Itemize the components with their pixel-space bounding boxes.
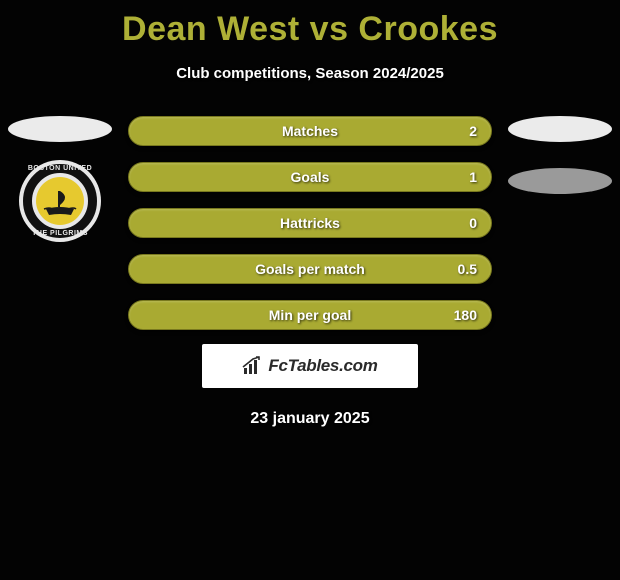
date-text: 23 january 2025 xyxy=(0,410,620,428)
club-badge: BOSTON UNITED THE PILGRIMS xyxy=(19,160,101,242)
stat-bar-hattricks: Hattricks 0 xyxy=(128,208,492,238)
right-column xyxy=(506,116,614,194)
stat-value: 180 xyxy=(454,307,477,323)
right-placeholder-ellipse-2 xyxy=(508,168,612,194)
subtitle: Club competitions, Season 2024/2025 xyxy=(0,65,620,82)
stat-value: 0.5 xyxy=(458,261,477,277)
stat-bar-matches: Matches 2 xyxy=(128,116,492,146)
stat-bar-goals: Goals 1 xyxy=(128,162,492,192)
stat-label: Goals per match xyxy=(255,261,365,277)
badge-inner xyxy=(36,177,84,225)
ship-icon xyxy=(40,181,80,221)
stat-bar-goals-per-match: Goals per match 0.5 xyxy=(128,254,492,284)
stat-value: 1 xyxy=(469,169,477,185)
stat-value: 0 xyxy=(469,215,477,231)
left-placeholder-ellipse xyxy=(8,116,112,142)
stat-label: Matches xyxy=(282,123,338,139)
logo-text: FcTables.com xyxy=(268,356,377,376)
badge-text-bottom: THE PILGRIMS xyxy=(19,230,101,237)
stat-value: 2 xyxy=(469,123,477,139)
page-title: Dean West vs Crookes xyxy=(0,0,620,49)
chart-icon xyxy=(242,356,264,376)
left-column: BOSTON UNITED THE PILGRIMS xyxy=(6,116,114,242)
right-placeholder-ellipse-1 xyxy=(508,116,612,142)
comparison-row: BOSTON UNITED THE PILGRIMS Matches 2 Goa… xyxy=(0,116,620,330)
stat-label: Hattricks xyxy=(280,215,340,231)
stat-bar-min-per-goal: Min per goal 180 xyxy=(128,300,492,330)
stats-column: Matches 2 Goals 1 Hattricks 0 Goals per … xyxy=(128,116,492,330)
stat-label: Goals xyxy=(291,169,330,185)
badge-text-top: BOSTON UNITED xyxy=(19,165,101,172)
stat-label: Min per goal xyxy=(269,307,351,323)
source-logo: FcTables.com xyxy=(202,344,418,388)
